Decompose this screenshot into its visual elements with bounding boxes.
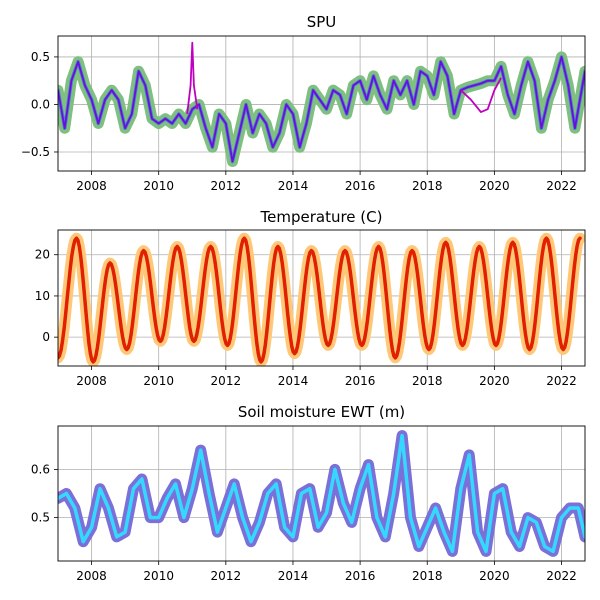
- x-tick-label: 2016: [345, 374, 376, 388]
- spu-series-2-line: [186, 41, 199, 115]
- x-tick-label: 2020: [479, 179, 510, 193]
- x-tick-label: 2018: [412, 569, 443, 583]
- x-tick-label: 2008: [76, 179, 107, 193]
- temperature-c-axes-frame: [57, 229, 586, 367]
- x-tick-label: 2022: [546, 179, 577, 193]
- y-tick-label: −0.5: [21, 145, 50, 159]
- x-tick-label: 2020: [479, 374, 510, 388]
- x-tick-label: 2016: [345, 569, 376, 583]
- x-tick-label: 2008: [76, 374, 107, 388]
- x-tick-label: 2014: [278, 374, 309, 388]
- x-tick-label: 2022: [546, 374, 577, 388]
- x-tick-label: 2010: [143, 179, 174, 193]
- temperature-c-series-0-line: [58, 236, 582, 364]
- x-tick-label: 2020: [479, 569, 510, 583]
- soil-moisture-ewt-m-series-group: [58, 430, 585, 557]
- spu-title: SPU: [307, 13, 337, 31]
- x-tick-label: 2010: [143, 374, 174, 388]
- x-tick-label: 2018: [412, 179, 443, 193]
- temperature-c-title: Temperature (C): [260, 208, 383, 226]
- temperature-c-series-group: [58, 232, 585, 366]
- subplots: 2008 2010 2012 2014 2016 2018 2020 2022−0.50.00…: [21, 13, 586, 583]
- x-tick-label: 2014: [278, 569, 309, 583]
- soil-moisture-ewt-m-series-0-line: [58, 433, 585, 554]
- spu-series-group: [58, 41, 585, 167]
- x-tick-label: 2022: [546, 569, 577, 583]
- x-tick-label: 2012: [211, 569, 242, 583]
- temperature-c-subplot: 2008 2010 2012 2014 2016 2018 2020 2022 0 10 20 Tem…: [35, 208, 586, 388]
- spu-subplot: 2008 2010 2012 2014 2016 2018 2020 2022 −0.5 0.0 0…: [21, 13, 586, 193]
- y-tick-label: 10: [35, 289, 50, 303]
- soil-moisture-ewt-m-subplot: 2008 2010 2012 2014 2016 2018 2020 2022 0.5 0.6 So…: [31, 403, 586, 583]
- y-tick-label: 0.6: [31, 462, 50, 476]
- x-tick-label: 2012: [211, 179, 242, 193]
- soil-moisture-ewt-m-title: Soil moisture EWT (m): [238, 403, 405, 421]
- x-tick-label: 2008: [76, 569, 107, 583]
- x-tick-label: 2018: [412, 374, 443, 388]
- y-tick-label: 0.5: [31, 50, 50, 64]
- spu-series-3-line: [460, 77, 502, 113]
- x-tick-label: 2016: [345, 179, 376, 193]
- spu-series-1-line: [58, 56, 585, 163]
- y-tick-label: 0: [42, 330, 50, 344]
- spu-axes-frame: [57, 35, 586, 172]
- x-tick-label: 2012: [211, 374, 242, 388]
- soil-moisture-ewt-m-axes-frame: [57, 425, 586, 562]
- x-tick-label: 2014: [278, 179, 309, 193]
- y-tick-label: 0.0: [31, 97, 50, 111]
- y-tick-label: 0.5: [31, 511, 50, 525]
- y-tick-label: 20: [35, 248, 50, 262]
- x-tick-label: 2010: [143, 569, 174, 583]
